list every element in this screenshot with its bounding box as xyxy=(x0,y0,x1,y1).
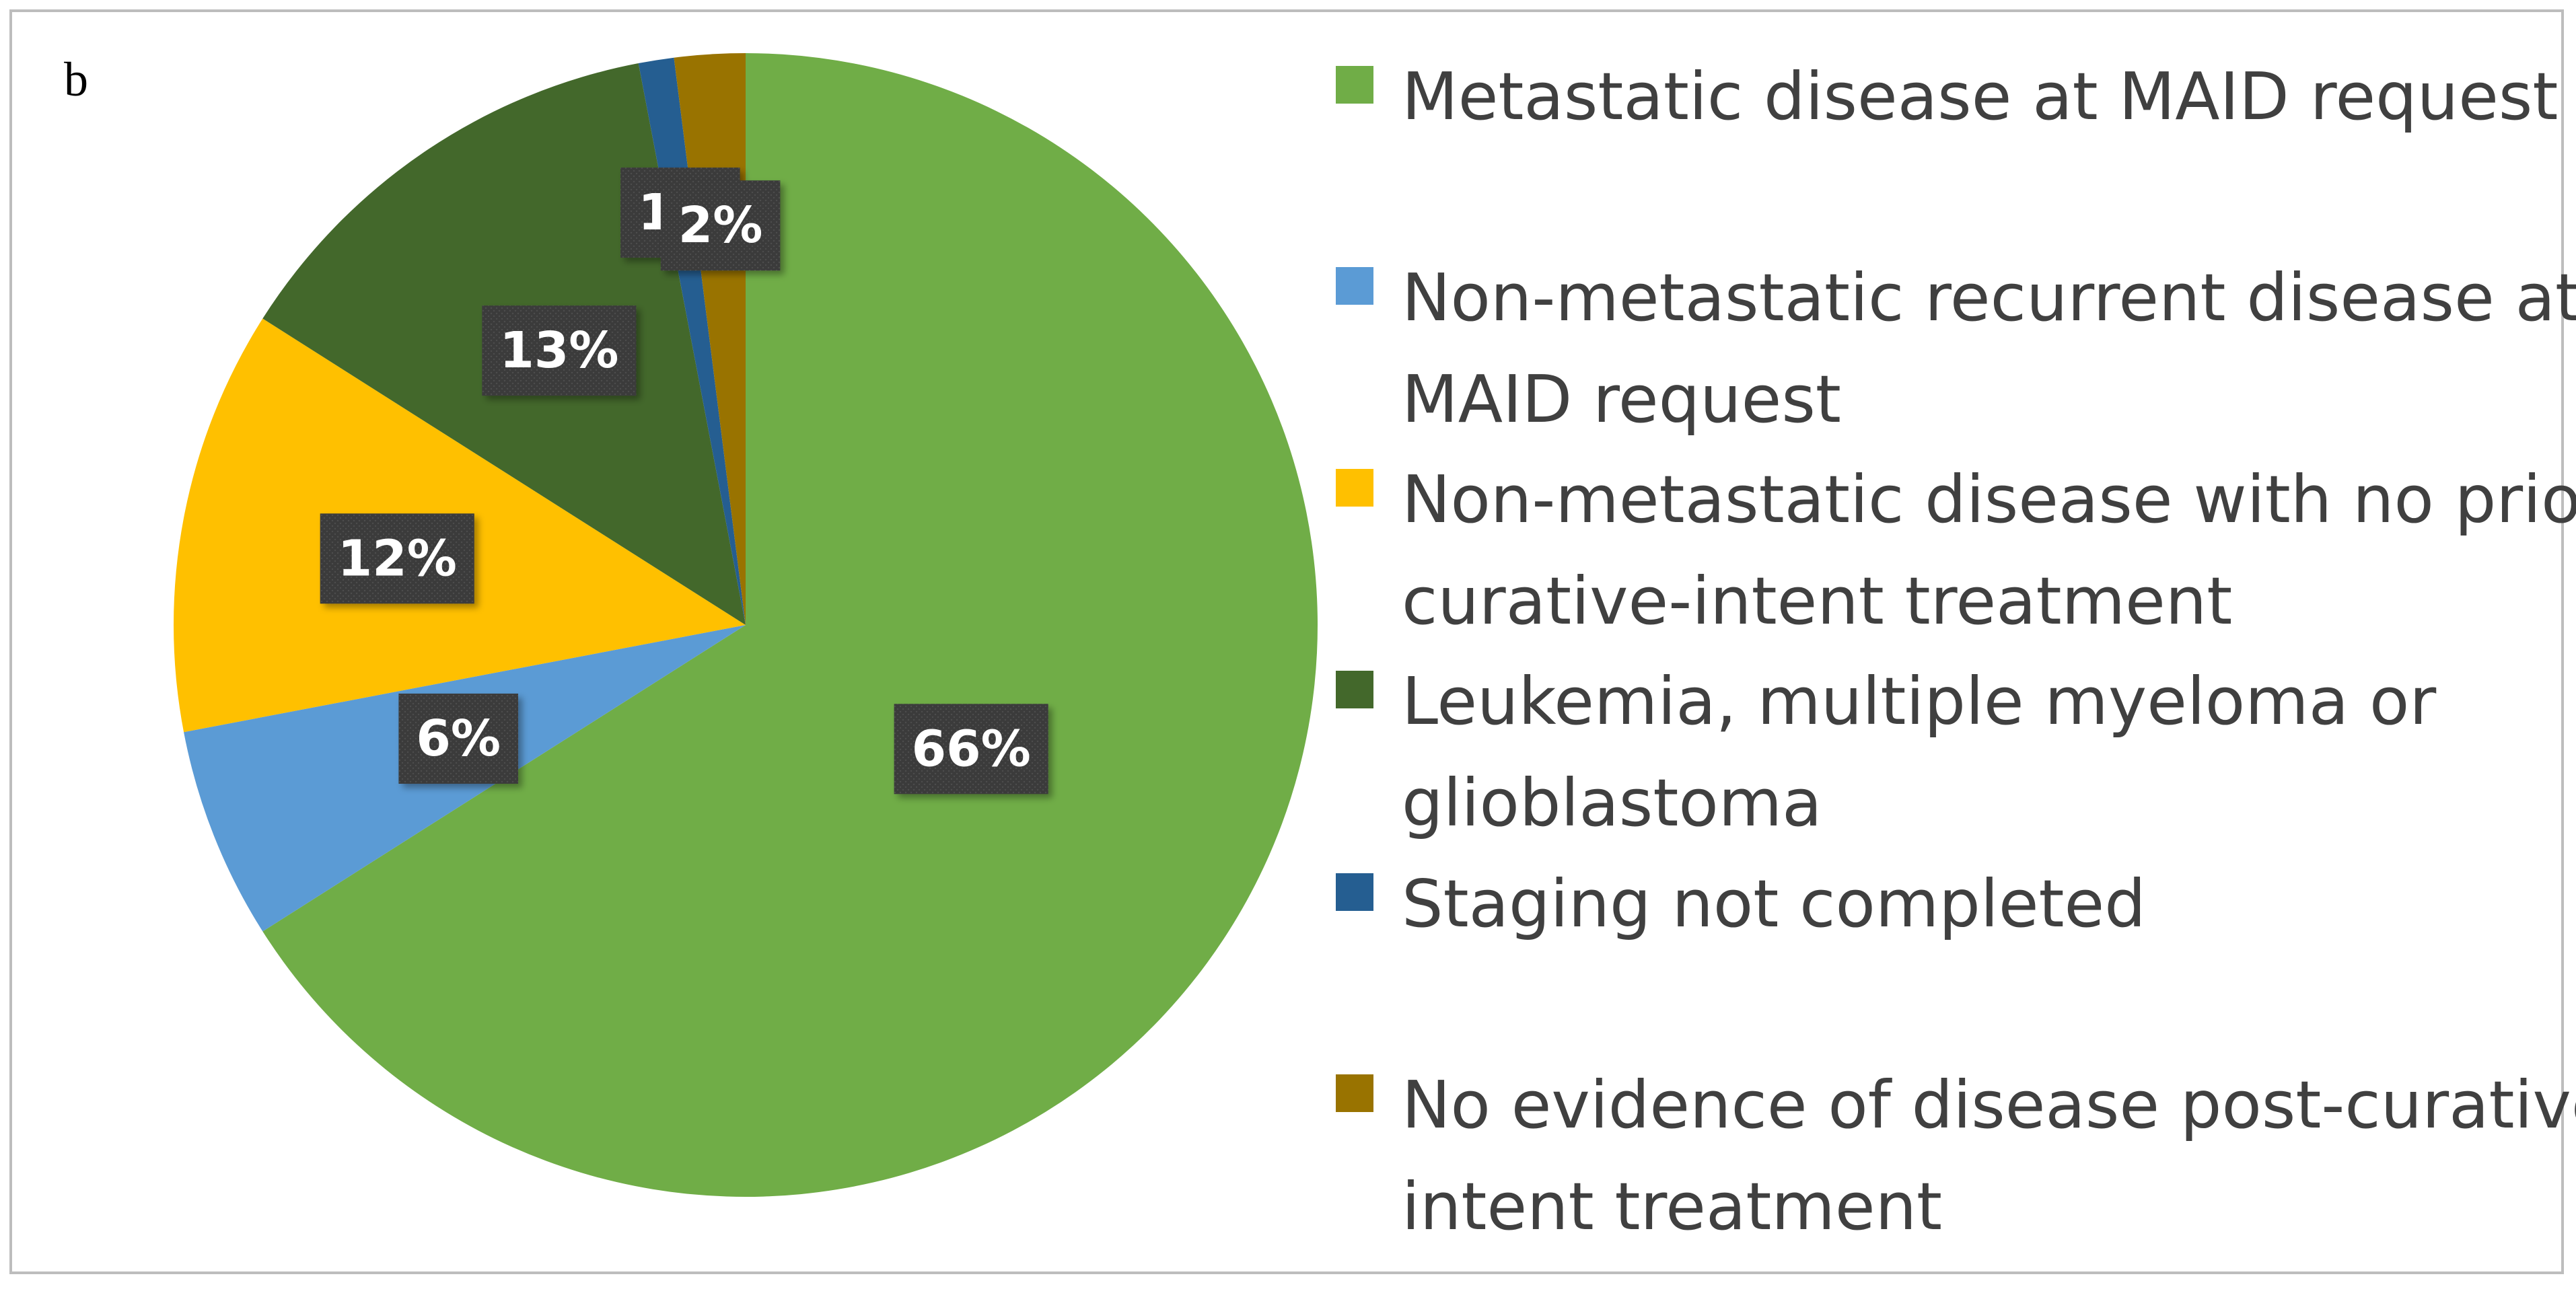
legend-item-metastatic: Metastatic disease at MAID request xyxy=(1336,46,2576,147)
pie-data-label: 2% xyxy=(660,180,781,271)
pie-data-label-text: 6% xyxy=(416,710,501,768)
legend-swatch xyxy=(1336,267,1373,305)
pie-data-label-box xyxy=(660,180,781,271)
legend-item-non-metastatic-recurrent: Non-metastatic recurrent disease at MAID… xyxy=(1336,247,2576,450)
pie-data-label: 13% xyxy=(482,305,637,396)
legend-swatch xyxy=(1336,1074,1373,1112)
pie-data-label-text: 2% xyxy=(678,196,763,254)
pie-data-label-text: 13% xyxy=(499,322,618,379)
pie-data-label-text: 12% xyxy=(338,529,457,587)
legend-item-leukemia: Leukemia, multiple myeloma or glioblasto… xyxy=(1336,651,2576,854)
legend-item-staging: Staging not completed xyxy=(1336,853,2576,955)
legend-label: Non-metastatic disease with no prior cur… xyxy=(1402,462,2576,639)
legend-label: Non-metastatic recurrent disease at MAID… xyxy=(1402,260,2576,437)
pie-data-label: 66% xyxy=(894,704,1048,795)
legend-swatch xyxy=(1336,873,1373,911)
pie-data-label-box xyxy=(320,513,474,604)
legend-item-no-evidence: No evidence of disease post-curative int… xyxy=(1336,1054,2576,1257)
legend-swatch xyxy=(1336,671,1373,708)
legend-label: Leukemia, multiple myeloma or glioblasto… xyxy=(1402,663,2437,841)
pie-data-labels: 66%6%12%13%1%2% xyxy=(320,168,1048,795)
pie-data-label-text: 66% xyxy=(912,720,1031,778)
pie-data-label: 12% xyxy=(320,513,474,604)
legend-item-non-metastatic-no-prior: Non-metastatic disease with no prior cur… xyxy=(1336,449,2576,652)
panel-label: b xyxy=(64,52,88,106)
pie-data-label: 6% xyxy=(398,694,518,784)
legend-label: Staging not completed xyxy=(1402,866,2146,942)
pie-data-label-box xyxy=(398,694,518,784)
pie-slice xyxy=(262,53,1318,1197)
legend-label: Metastatic disease at MAID request xyxy=(1402,59,2559,135)
legend-label: No evidence of disease post-curative int… xyxy=(1402,1067,2576,1245)
pie-data-label-box xyxy=(894,704,1048,795)
legend-swatch xyxy=(1336,469,1373,507)
legend-swatch xyxy=(1336,66,1373,104)
pie-data-label-box xyxy=(482,305,637,396)
